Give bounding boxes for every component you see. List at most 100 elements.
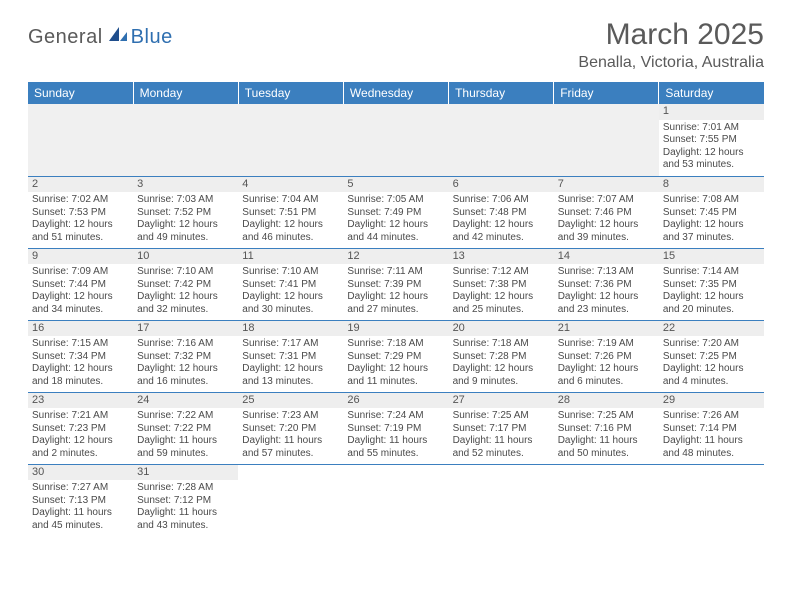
day-number: 22 <box>659 321 764 337</box>
calendar-day-cell: 6Sunrise: 7:06 AMSunset: 7:48 PMDaylight… <box>449 176 554 248</box>
calendar-day-cell: 29Sunrise: 7:26 AMSunset: 7:14 PMDayligh… <box>659 392 764 464</box>
calendar-body: 1 Sunrise: 7:01 AMSunset: 7:55 PMDaylight… <box>28 104 764 536</box>
calendar-day-cell: 27Sunrise: 7:25 AMSunset: 7:17 PMDayligh… <box>449 392 554 464</box>
calendar-day-cell <box>554 464 659 536</box>
calendar-day-cell: 25Sunrise: 7:23 AMSunset: 7:20 PMDayligh… <box>238 392 343 464</box>
day-number: 4 <box>238 177 343 193</box>
calendar-day-cell <box>133 104 238 176</box>
day-number: 5 <box>343 177 448 193</box>
calendar-day-cell: 18Sunrise: 7:17 AMSunset: 7:31 PMDayligh… <box>238 320 343 392</box>
day-details: Sunrise: 7:18 AMSunset: 7:28 PMDaylight:… <box>453 338 550 388</box>
day-number: 18 <box>238 321 343 337</box>
calendar-week-row: 23Sunrise: 7:21 AMSunset: 7:23 PMDayligh… <box>28 392 764 464</box>
day-details: Sunrise: 7:19 AMSunset: 7:26 PMDaylight:… <box>558 338 655 388</box>
day-details: Sunrise: 7:25 AMSunset: 7:16 PMDaylight:… <box>558 410 655 460</box>
sail-icon <box>107 25 129 48</box>
day-number: 7 <box>554 177 659 193</box>
calendar-day-cell <box>659 464 764 536</box>
calendar-day-cell: 1 Sunrise: 7:01 AMSunset: 7:55 PMDaylight… <box>659 104 764 176</box>
weekday-header: Wednesday <box>343 82 448 104</box>
calendar-day-cell <box>554 104 659 176</box>
day-details: Sunrise: 7:26 AMSunset: 7:14 PMDaylight:… <box>663 410 760 460</box>
day-details: Sunrise: 7:13 AMSunset: 7:36 PMDaylight:… <box>558 266 655 316</box>
day-number: 14 <box>554 249 659 265</box>
logo-text-blue: Blue <box>131 26 173 49</box>
calendar-day-cell: 3Sunrise: 7:03 AMSunset: 7:52 PMDaylight… <box>133 176 238 248</box>
calendar-day-cell <box>238 464 343 536</box>
calendar-day-cell: 22Sunrise: 7:20 AMSunset: 7:25 PMDayligh… <box>659 320 764 392</box>
day-number: 11 <box>238 249 343 265</box>
calendar-day-cell: 9Sunrise: 7:09 AMSunset: 7:44 PMDaylight… <box>28 248 133 320</box>
day-details: Sunrise: 7:27 AMSunset: 7:13 PMDaylight:… <box>32 482 129 532</box>
calendar-day-cell: 23Sunrise: 7:21 AMSunset: 7:23 PMDayligh… <box>28 392 133 464</box>
day-number: 9 <box>28 249 133 265</box>
weekday-header: Saturday <box>659 82 764 104</box>
weekday-header: Friday <box>554 82 659 104</box>
calendar-page: General Blue March 2025 Benalla, Victori… <box>0 0 792 546</box>
calendar-week-row: 16Sunrise: 7:15 AMSunset: 7:34 PMDayligh… <box>28 320 764 392</box>
day-number: 27 <box>449 393 554 409</box>
calendar-day-cell: 5Sunrise: 7:05 AMSunset: 7:49 PMDaylight… <box>343 176 448 248</box>
day-details: Sunrise: 7:17 AMSunset: 7:31 PMDaylight:… <box>242 338 339 388</box>
day-number: 21 <box>554 321 659 337</box>
day-number: 16 <box>28 321 133 337</box>
day-details: Sunrise: 7:01 AMSunset: 7:55 PMDaylight:… <box>663 122 760 172</box>
calendar-day-cell <box>449 464 554 536</box>
day-details: Sunrise: 7:15 AMSunset: 7:34 PMDaylight:… <box>32 338 129 388</box>
calendar-day-cell: 12Sunrise: 7:11 AMSunset: 7:39 PMDayligh… <box>343 248 448 320</box>
day-details: Sunrise: 7:02 AMSunset: 7:53 PMDaylight:… <box>32 194 129 244</box>
day-number: 10 <box>133 249 238 265</box>
calendar-day-cell: 19Sunrise: 7:18 AMSunset: 7:29 PMDayligh… <box>343 320 448 392</box>
day-details: Sunrise: 7:05 AMSunset: 7:49 PMDaylight:… <box>347 194 444 244</box>
day-number: 20 <box>449 321 554 337</box>
weekday-header: Tuesday <box>238 82 343 104</box>
day-details: Sunrise: 7:14 AMSunset: 7:35 PMDaylight:… <box>663 266 760 316</box>
day-details: Sunrise: 7:04 AMSunset: 7:51 PMDaylight:… <box>242 194 339 244</box>
calendar-week-row: 2Sunrise: 7:02 AMSunset: 7:53 PMDaylight… <box>28 176 764 248</box>
calendar-week-row: 1 Sunrise: 7:01 AMSunset: 7:55 PMDaylight… <box>28 104 764 176</box>
day-number: 8 <box>659 177 764 193</box>
logo: General Blue <box>28 26 173 49</box>
day-number: 1 <box>659 104 764 120</box>
day-number: 29 <box>659 393 764 409</box>
calendar-day-cell <box>238 104 343 176</box>
calendar-day-cell: 8Sunrise: 7:08 AMSunset: 7:45 PMDaylight… <box>659 176 764 248</box>
day-number: 2 <box>28 177 133 193</box>
day-number: 15 <box>659 249 764 265</box>
day-details: Sunrise: 7:08 AMSunset: 7:45 PMDaylight:… <box>663 194 760 244</box>
weekday-header: Thursday <box>449 82 554 104</box>
day-number: 3 <box>133 177 238 193</box>
day-details: Sunrise: 7:11 AMSunset: 7:39 PMDaylight:… <box>347 266 444 316</box>
day-details: Sunrise: 7:10 AMSunset: 7:41 PMDaylight:… <box>242 266 339 316</box>
calendar-day-cell: 24Sunrise: 7:22 AMSunset: 7:22 PMDayligh… <box>133 392 238 464</box>
day-details: Sunrise: 7:18 AMSunset: 7:29 PMDaylight:… <box>347 338 444 388</box>
day-number: 23 <box>28 393 133 409</box>
logo-text-general: General <box>28 26 103 49</box>
calendar-day-cell: 20Sunrise: 7:18 AMSunset: 7:28 PMDayligh… <box>449 320 554 392</box>
day-details: Sunrise: 7:20 AMSunset: 7:25 PMDaylight:… <box>663 338 760 388</box>
day-number: 17 <box>133 321 238 337</box>
calendar-day-cell: 31Sunrise: 7:28 AMSunset: 7:12 PMDayligh… <box>133 464 238 536</box>
day-details: Sunrise: 7:07 AMSunset: 7:46 PMDaylight:… <box>558 194 655 244</box>
day-details: Sunrise: 7:16 AMSunset: 7:32 PMDaylight:… <box>137 338 234 388</box>
day-details: Sunrise: 7:10 AMSunset: 7:42 PMDaylight:… <box>137 266 234 316</box>
month-title: March 2025 <box>578 18 764 52</box>
day-details: Sunrise: 7:12 AMSunset: 7:38 PMDaylight:… <box>453 266 550 316</box>
day-details: Sunrise: 7:22 AMSunset: 7:22 PMDaylight:… <box>137 410 234 460</box>
day-number: 28 <box>554 393 659 409</box>
day-number: 13 <box>449 249 554 265</box>
calendar-day-cell: 4Sunrise: 7:04 AMSunset: 7:51 PMDaylight… <box>238 176 343 248</box>
calendar-day-cell: 7Sunrise: 7:07 AMSunset: 7:46 PMDaylight… <box>554 176 659 248</box>
calendar-day-cell <box>449 104 554 176</box>
calendar-day-cell: 26Sunrise: 7:24 AMSunset: 7:19 PMDayligh… <box>343 392 448 464</box>
day-details: Sunrise: 7:24 AMSunset: 7:19 PMDaylight:… <box>347 410 444 460</box>
day-details: Sunrise: 7:09 AMSunset: 7:44 PMDaylight:… <box>32 266 129 316</box>
calendar-day-cell: 11Sunrise: 7:10 AMSunset: 7:41 PMDayligh… <box>238 248 343 320</box>
calendar-week-row: 9Sunrise: 7:09 AMSunset: 7:44 PMDaylight… <box>28 248 764 320</box>
calendar-table: SundayMondayTuesdayWednesdayThursdayFrid… <box>28 82 764 536</box>
calendar-day-cell: 2Sunrise: 7:02 AMSunset: 7:53 PMDaylight… <box>28 176 133 248</box>
calendar-week-row: 30Sunrise: 7:27 AMSunset: 7:13 PMDayligh… <box>28 464 764 536</box>
day-number: 31 <box>133 465 238 481</box>
day-details: Sunrise: 7:03 AMSunset: 7:52 PMDaylight:… <box>137 194 234 244</box>
calendar-day-cell: 30Sunrise: 7:27 AMSunset: 7:13 PMDayligh… <box>28 464 133 536</box>
